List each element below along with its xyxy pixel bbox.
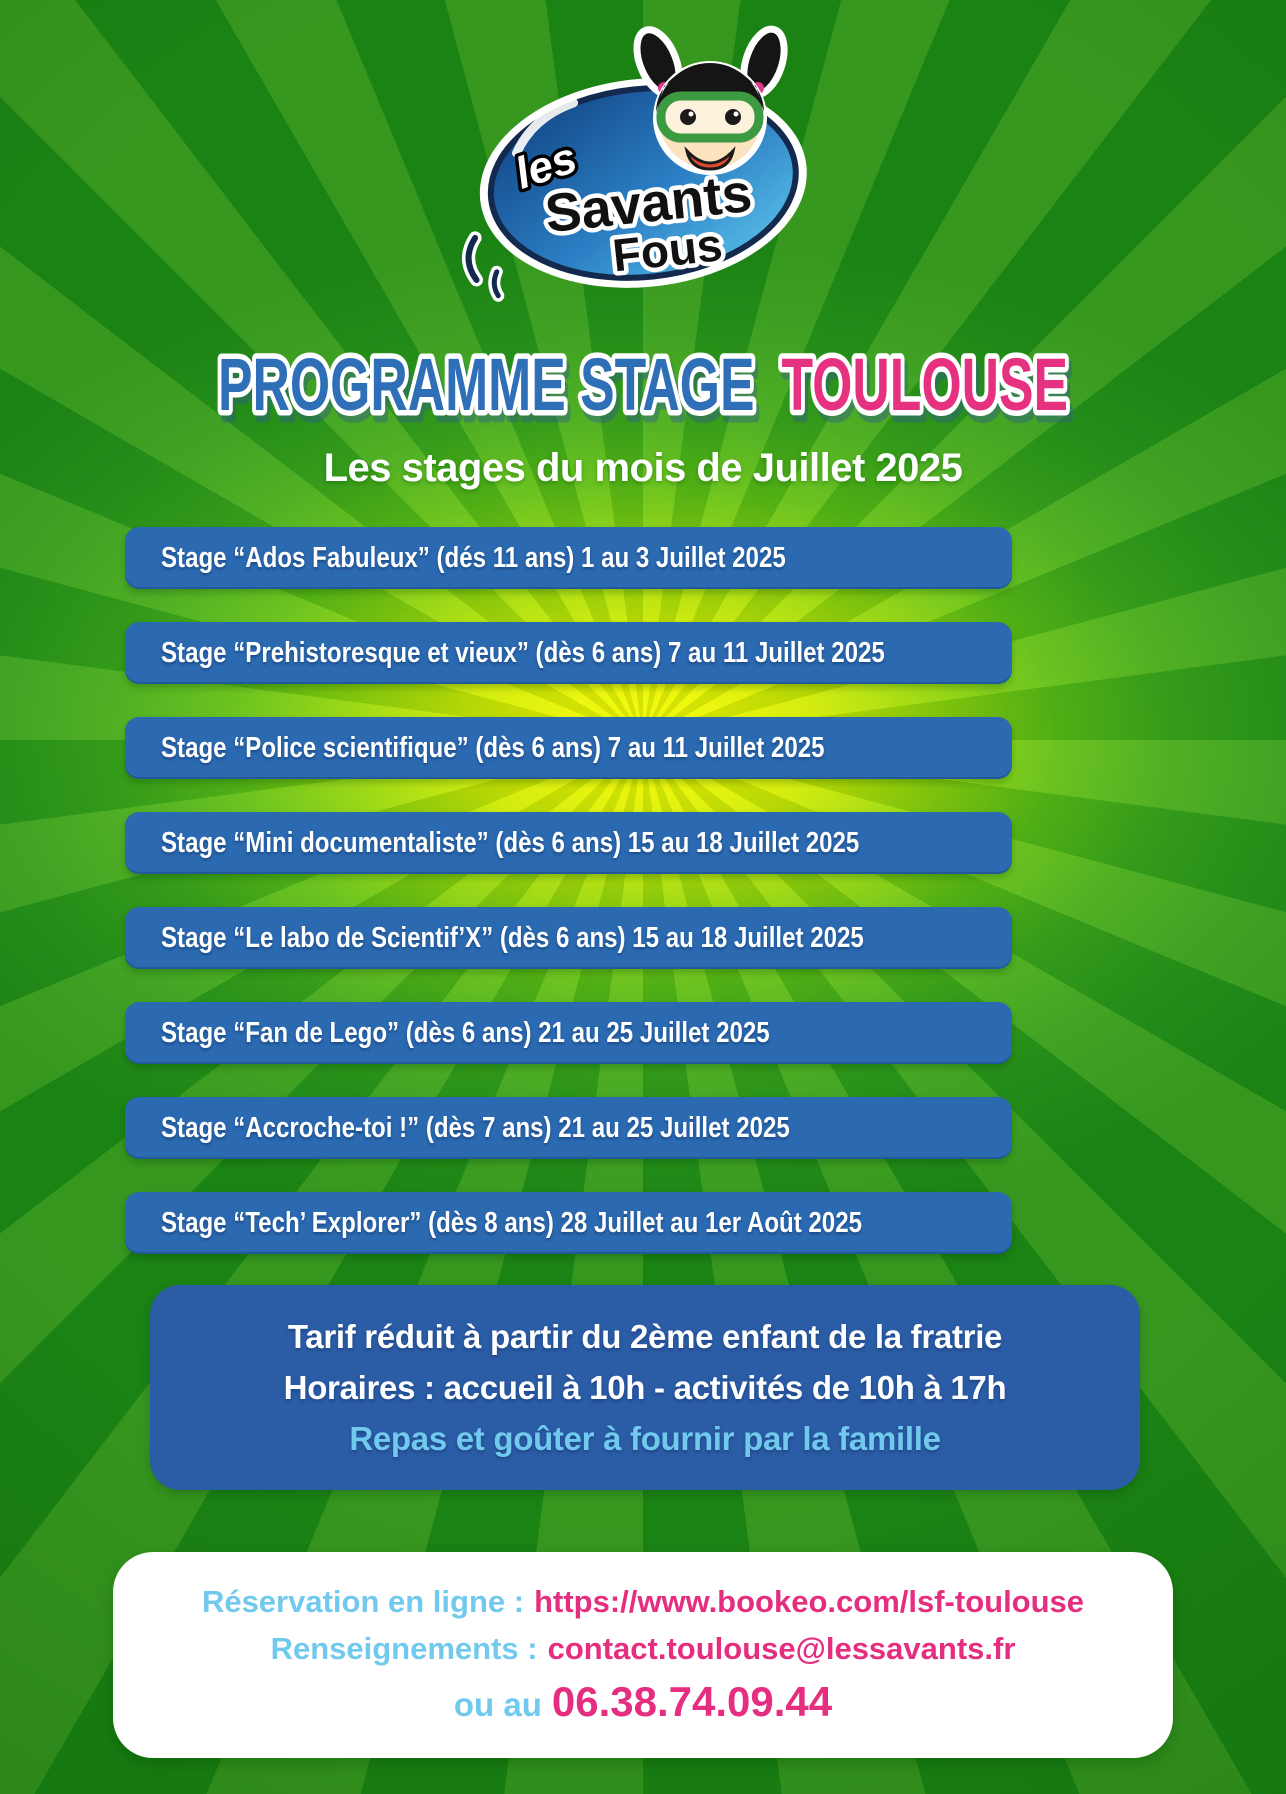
subtitle: Les stages du mois de Juillet 2025 bbox=[323, 446, 963, 490]
stage-bar: Stage “Tech’ Explorer” (dès 8 ans) 28 Ju… bbox=[125, 1192, 1012, 1254]
contact-box: Réservation en ligne : https://www.bookeo… bbox=[113, 1552, 1173, 1758]
stage-bar-label: Stage “Fan de Lego” (dès 6 ans) 21 au 25… bbox=[161, 1016, 770, 1049]
stage-bar: Stage “Accroche-toi !” (dès 7 ans) 21 au… bbox=[125, 1097, 1012, 1159]
svg-text:PROGRAMME STAGE TOULOU: PROGRAMME STAGE TOULOUSE bbox=[218, 343, 1068, 426]
stage-bar: Stage “Mini documentaliste” (dès 6 ans) … bbox=[125, 812, 1012, 874]
stage-bar-label: Stage “Le labo de Scientif’X” (dès 6 ans… bbox=[161, 921, 864, 954]
stage-bar-label: Stage “Mini documentaliste” (dès 6 ans) … bbox=[161, 826, 860, 859]
stage-bar: Stage “Prehistoresque et vieux” (dès 6 a… bbox=[125, 622, 1012, 684]
reservation-url-link[interactable]: https://www.bookeo.com/lsf-toulouse bbox=[534, 1584, 1085, 1619]
stage-bar-label: Stage “Accroche-toi !” (dès 7 ans) 21 au… bbox=[161, 1111, 790, 1144]
title-text: PROGRAMME STAGE TOULOUSE bbox=[213, 338, 1074, 432]
info-repas: Repas et goûter à fournir par la famille bbox=[349, 1419, 941, 1457]
stage-bar-label: Stage “Prehistoresque et vieux” (dès 6 a… bbox=[161, 636, 885, 669]
reservation-line: Réservation en ligne : https://www.bookeo… bbox=[202, 1584, 1084, 1620]
stage-list: Stage “Ados Fabuleux” (dés 11 ans) 1 au … bbox=[125, 527, 1012, 1287]
renseignements-label: Renseignements : bbox=[270, 1631, 538, 1666]
info-box: Tarif réduit à partir du 2ème enfant de … bbox=[150, 1285, 1140, 1490]
title-part-programme-stage: PROGRAMME STAGE bbox=[218, 343, 755, 426]
girl-head-icon bbox=[633, 25, 788, 175]
mad-scientist-girl-icon: les Savants Fous bbox=[462, 25, 807, 302]
phone-prefix: ou au bbox=[453, 1686, 542, 1723]
email-link[interactable]: contact.toulouse@lessavants.fr bbox=[547, 1631, 1016, 1666]
renseignements-line: Renseignements : contact.toulouse@lessava… bbox=[271, 1631, 1016, 1667]
stage-bar: Stage “Police scientifique” (dès 6 ans) … bbox=[125, 717, 1012, 779]
title-part-toulouse: TOULOUSE bbox=[781, 343, 1068, 426]
stage-bar-label: Stage “Ados Fabuleux” (dés 11 ans) 1 au … bbox=[161, 541, 786, 574]
stage-bar-label: Stage “Police scientifique” (dès 6 ans) … bbox=[161, 731, 825, 764]
stage-bar-label: Stage “Tech’ Explorer” (dès 8 ans) 28 Ju… bbox=[161, 1206, 862, 1239]
reservation-label: Réservation en ligne : bbox=[201, 1584, 525, 1619]
logo-wordmark: les Savants Fous bbox=[506, 130, 759, 286]
phone-link[interactable]: 06.38.74.09.44 bbox=[551, 1678, 833, 1725]
stage-bar: Stage “Ados Fabuleux” (dés 11 ans) 1 au … bbox=[125, 527, 1012, 589]
info-tarif: Tarif réduit à partir du 2ème enfant de … bbox=[287, 1317, 1003, 1355]
stage-bar: Stage “Le labo de Scientif’X” (dès 6 ans… bbox=[125, 907, 1012, 969]
info-horaires: Horaires : accueil à 10h - activités de … bbox=[283, 1368, 1007, 1406]
motion-lines-icon bbox=[462, 231, 505, 302]
phone-line: ou au 06.38.74.09.44 bbox=[454, 1678, 832, 1726]
page-title: PROGRAMME STAGE TOULOUSE bbox=[113, 318, 1173, 448]
stage-bar: Stage “Fan de Lego” (dès 6 ans) 21 au 25… bbox=[125, 1002, 1012, 1064]
savants-fous-logo: les Savants Fous bbox=[408, 20, 878, 310]
